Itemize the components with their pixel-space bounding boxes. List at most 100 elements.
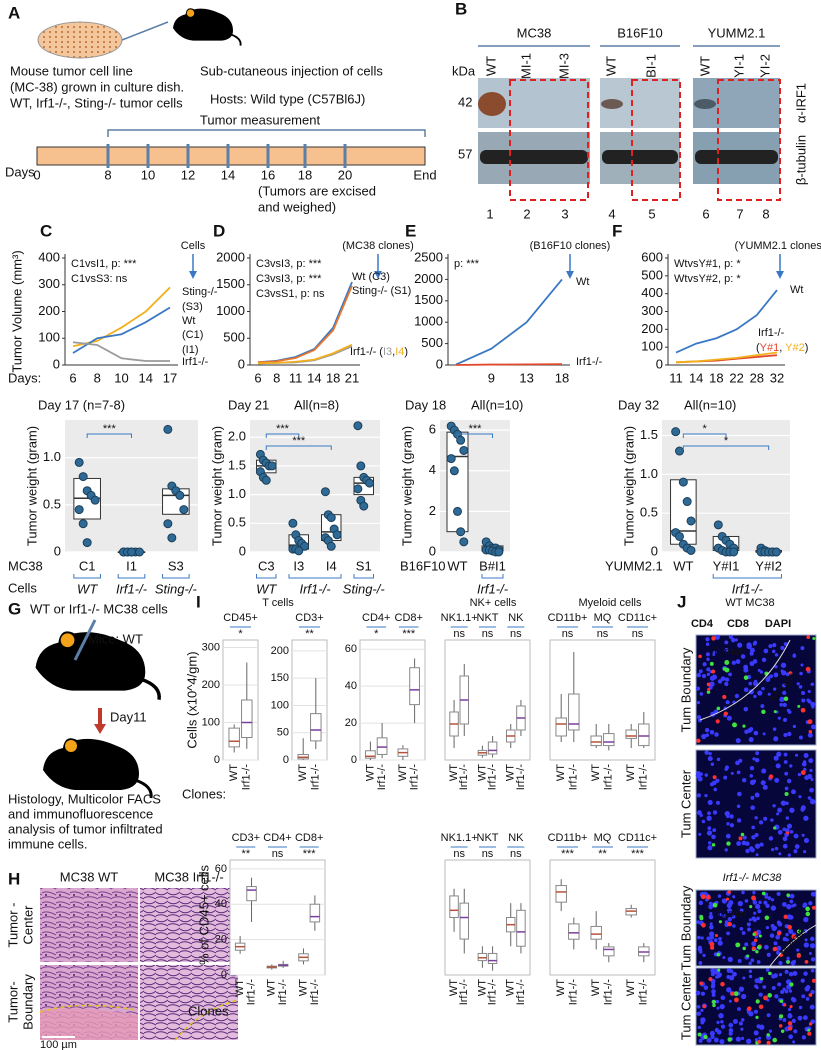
cell-dot [803, 753, 809, 759]
lane-number: 7 [736, 206, 743, 221]
group-title: Myeloid cells [579, 597, 642, 609]
sig-label: * [374, 628, 379, 640]
cell-dot [711, 674, 718, 680]
margin-line [699, 639, 791, 721]
cell-dot [753, 1009, 758, 1014]
cell-dot [806, 635, 811, 640]
cell-dot [808, 952, 812, 956]
x-tick-label: 17 [163, 370, 177, 385]
y-tick-label: 1000 [216, 303, 245, 318]
panel-label: H [8, 869, 20, 888]
sig-bracket [265, 433, 300, 438]
y-tick-label: 0 [53, 356, 60, 371]
cell-dot [791, 789, 796, 795]
marker-name: CD3+ [295, 612, 323, 624]
x-tick-label: WT [673, 558, 693, 573]
cell-dot [704, 727, 710, 733]
clone-label: Irf1-/- [638, 979, 650, 1006]
cell-dot [711, 843, 716, 847]
point [686, 545, 696, 555]
sig-bracket [457, 433, 493, 438]
cell-dot [768, 836, 774, 841]
cell-dot [696, 1004, 701, 1009]
clone-label: Irf1-/- [515, 979, 527, 1006]
sig-label: *** [292, 435, 306, 447]
cell-dot [749, 727, 754, 731]
rotated-label: Tum Boundary [678, 885, 693, 970]
histology [39, 888, 239, 1041]
y-tick-label: 1.0 [640, 466, 658, 481]
plot-background [222, 639, 259, 761]
cell-dot [770, 905, 777, 911]
y-tick-label: 50 [277, 727, 289, 739]
point [74, 457, 84, 467]
cell-bracket [117, 574, 146, 579]
lane-label: WT [603, 56, 618, 76]
box [228, 727, 240, 748]
point [674, 531, 684, 541]
point [356, 461, 366, 471]
cell-dot [728, 634, 733, 640]
x-tick-label: 13 [519, 370, 533, 385]
x-tick-label: 8 [94, 370, 101, 385]
cell-dot [763, 900, 768, 905]
cell-dot [740, 1036, 745, 1041]
y-tick-label: 0 [239, 543, 246, 558]
cell-dot [743, 706, 749, 712]
stat-label: C1vsI1, p: *** [71, 258, 137, 270]
sig-label: ** [305, 628, 314, 640]
cell-dot [709, 912, 713, 916]
stat-label: WtvsY#1, p: * [674, 258, 741, 270]
panel-label: A [8, 3, 20, 22]
cell-dot [787, 1007, 792, 1012]
cell-dot [736, 804, 741, 808]
stat-label: C3vsI3, p: *** [256, 273, 322, 285]
cell-dot [722, 676, 726, 680]
cell-dot [700, 1008, 704, 1013]
lane-number: 8 [762, 206, 769, 221]
cell-dot [702, 1004, 707, 1009]
cell-dot [728, 1031, 733, 1036]
point [326, 513, 336, 523]
point [82, 538, 92, 548]
y-tick-label: 600 [641, 249, 663, 264]
cell-dot [796, 948, 800, 952]
cell-dot [708, 751, 712, 756]
cell-dot [811, 978, 816, 983]
annotation: Cells [181, 240, 206, 252]
row-label: Clones: [182, 786, 226, 801]
cell-dot [803, 837, 810, 844]
cell-dot [698, 900, 704, 906]
cell-dot [780, 800, 787, 806]
marker-name: NKT [477, 832, 499, 844]
cell-dot [749, 905, 753, 909]
cell-dot [698, 654, 702, 659]
label: 42 [458, 94, 472, 109]
cell-dot [803, 849, 807, 854]
point [74, 505, 84, 515]
clone-label: WT [590, 764, 602, 781]
marker-name: CD4+ [263, 832, 291, 844]
day-label: End [413, 167, 436, 182]
point [90, 495, 100, 505]
blots [478, 78, 781, 201]
cell-dot [766, 1040, 771, 1045]
box [449, 895, 459, 918]
cell-dot [748, 974, 753, 979]
cell-dot [789, 830, 794, 834]
box-title: Day 18 [405, 397, 446, 412]
cell-dot [784, 771, 789, 776]
cell-dot [729, 814, 734, 819]
cell-dot [807, 732, 813, 738]
label-part: , [392, 346, 395, 358]
cell-dot [720, 995, 726, 1001]
cell-dot [706, 1037, 712, 1043]
cell-dot [716, 1020, 720, 1025]
cell-dot [724, 848, 728, 852]
label-part: I3 [383, 346, 392, 358]
x-tick-label: Y#I2 [755, 558, 782, 573]
cell-label: WT [256, 581, 277, 596]
cell-dot [785, 816, 790, 820]
cell-dot [793, 849, 798, 854]
cell-dot [809, 768, 813, 773]
